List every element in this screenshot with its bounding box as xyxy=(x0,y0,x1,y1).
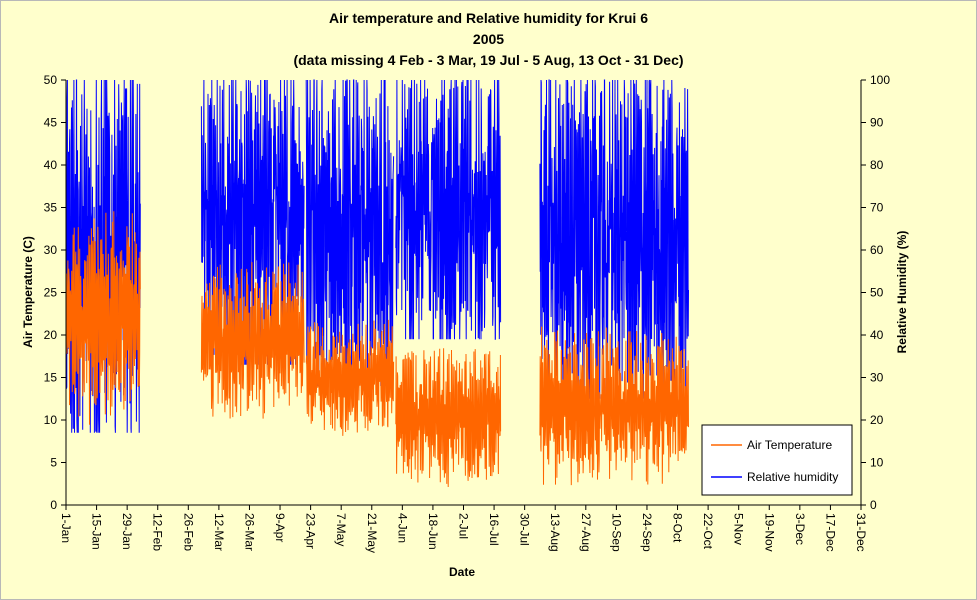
x-tick-label: 16-Jul xyxy=(487,513,501,546)
series-air-temperature-segment xyxy=(395,348,502,488)
x-tick-label: 7-May xyxy=(334,513,348,546)
x-tick-label: 26-Feb xyxy=(181,513,195,551)
series-relative-humidity-segment xyxy=(305,79,395,387)
y-tick-label-left: 25 xyxy=(44,286,58,300)
y-tick-label-left: 10 xyxy=(44,413,58,427)
y-tick-label-left: 30 xyxy=(44,243,58,257)
y-tick-label-right: 50 xyxy=(870,286,884,300)
y-tick-label-left: 45 xyxy=(44,116,58,130)
legend: Air Temperature Relative humidity xyxy=(701,424,853,496)
x-tick-label: 29-Jan xyxy=(120,513,134,550)
y-tick-label-right: 90 xyxy=(870,116,884,130)
y-tick-label-right: 30 xyxy=(870,371,884,385)
x-tick-label: 13-Aug xyxy=(548,513,562,552)
x-tick-label: 9-Apr xyxy=(273,513,287,542)
series-air-temperature-segment xyxy=(539,326,689,486)
x-tick-label: 15-Jan xyxy=(90,513,104,550)
y-tick-label-right: 10 xyxy=(870,456,884,470)
y-tick-label-right: 20 xyxy=(870,413,884,427)
y-tick-label-left: 35 xyxy=(44,201,58,215)
x-tick-label: 17-Dec xyxy=(823,513,837,552)
y-tick-label-right: 60 xyxy=(870,243,884,257)
x-tick-label: 27-Aug xyxy=(579,513,593,552)
series-relative-humidity-segment xyxy=(539,79,689,400)
chart-title: Air temperature and Relative humidity fo… xyxy=(329,10,648,26)
chart-subtitle-year: 2005 xyxy=(472,31,505,47)
x-tick-label: 10-Sep xyxy=(609,513,623,552)
x-tick-label: 30-Jul xyxy=(518,513,532,546)
x-tick-label: 18-Jun xyxy=(426,513,440,550)
y-tick-label-left: 0 xyxy=(50,498,57,512)
y-axis-left-label: Air Temperature (C) xyxy=(21,236,35,348)
x-tick-label: 2-Jul xyxy=(457,513,471,539)
y-tick-label-right: 40 xyxy=(870,328,884,342)
x-tick-label: 22-Oct xyxy=(701,513,715,550)
x-tick-label: 8-Oct xyxy=(671,513,685,543)
chart-subtitle-missing: (data missing 4 Feb - 3 Mar, 19 Jul - 5 … xyxy=(293,52,684,68)
x-tick-label: 4-Jun xyxy=(395,513,409,543)
y-tick-label-left: 5 xyxy=(50,456,57,470)
x-tick-label: 21-May xyxy=(365,513,379,553)
y-tick-label-right: 80 xyxy=(870,158,884,172)
x-tick-label: 19-Nov xyxy=(762,513,776,552)
series-air-temperature-segment xyxy=(65,211,141,425)
series-air-temperature-segment xyxy=(305,319,395,436)
series-relative-humidity-segment xyxy=(395,79,502,340)
x-tick-label: 12-Mar xyxy=(212,513,226,551)
y-tick-label-left: 40 xyxy=(44,158,58,172)
legend-box xyxy=(701,424,853,496)
x-tick-label: 31-Dec xyxy=(854,513,868,552)
x-tick-label: 24-Sep xyxy=(640,513,654,552)
x-tick-label: 3-Dec xyxy=(793,513,807,545)
x-axis-label: Date xyxy=(449,565,475,579)
legend-label-relative-humidity: Relative humidity xyxy=(747,470,838,484)
x-tick-label: 1-Jan xyxy=(59,513,73,543)
y-tick-label-right: 70 xyxy=(870,201,884,215)
y-tick-label-right: 100 xyxy=(870,73,890,87)
legend-label-air-temperature: Air Temperature xyxy=(747,438,832,452)
x-tick-label: 23-Apr xyxy=(304,513,318,549)
y-tick-label-left: 15 xyxy=(44,371,58,385)
y-tick-label-left: 50 xyxy=(44,73,58,87)
series-air-temperature-segment xyxy=(200,262,305,419)
y-axis-right-label: Relative Humidity (%) xyxy=(895,231,909,354)
x-tick-label: 12-Feb xyxy=(151,513,165,551)
x-tick-label: 5-Nov xyxy=(732,513,746,545)
series-layer xyxy=(65,79,689,488)
y-tick-label-right: 0 xyxy=(870,498,877,512)
series-relative-humidity-segment xyxy=(200,79,305,365)
x-tick-label: 26-Mar xyxy=(242,513,256,551)
axes-layer: 0 5 10 15 20 25 30 35 40 45 50 0 10 20 30 40 50 60 70 80 90 1… xyxy=(44,73,891,553)
y-tick-label-left: 20 xyxy=(44,328,58,342)
